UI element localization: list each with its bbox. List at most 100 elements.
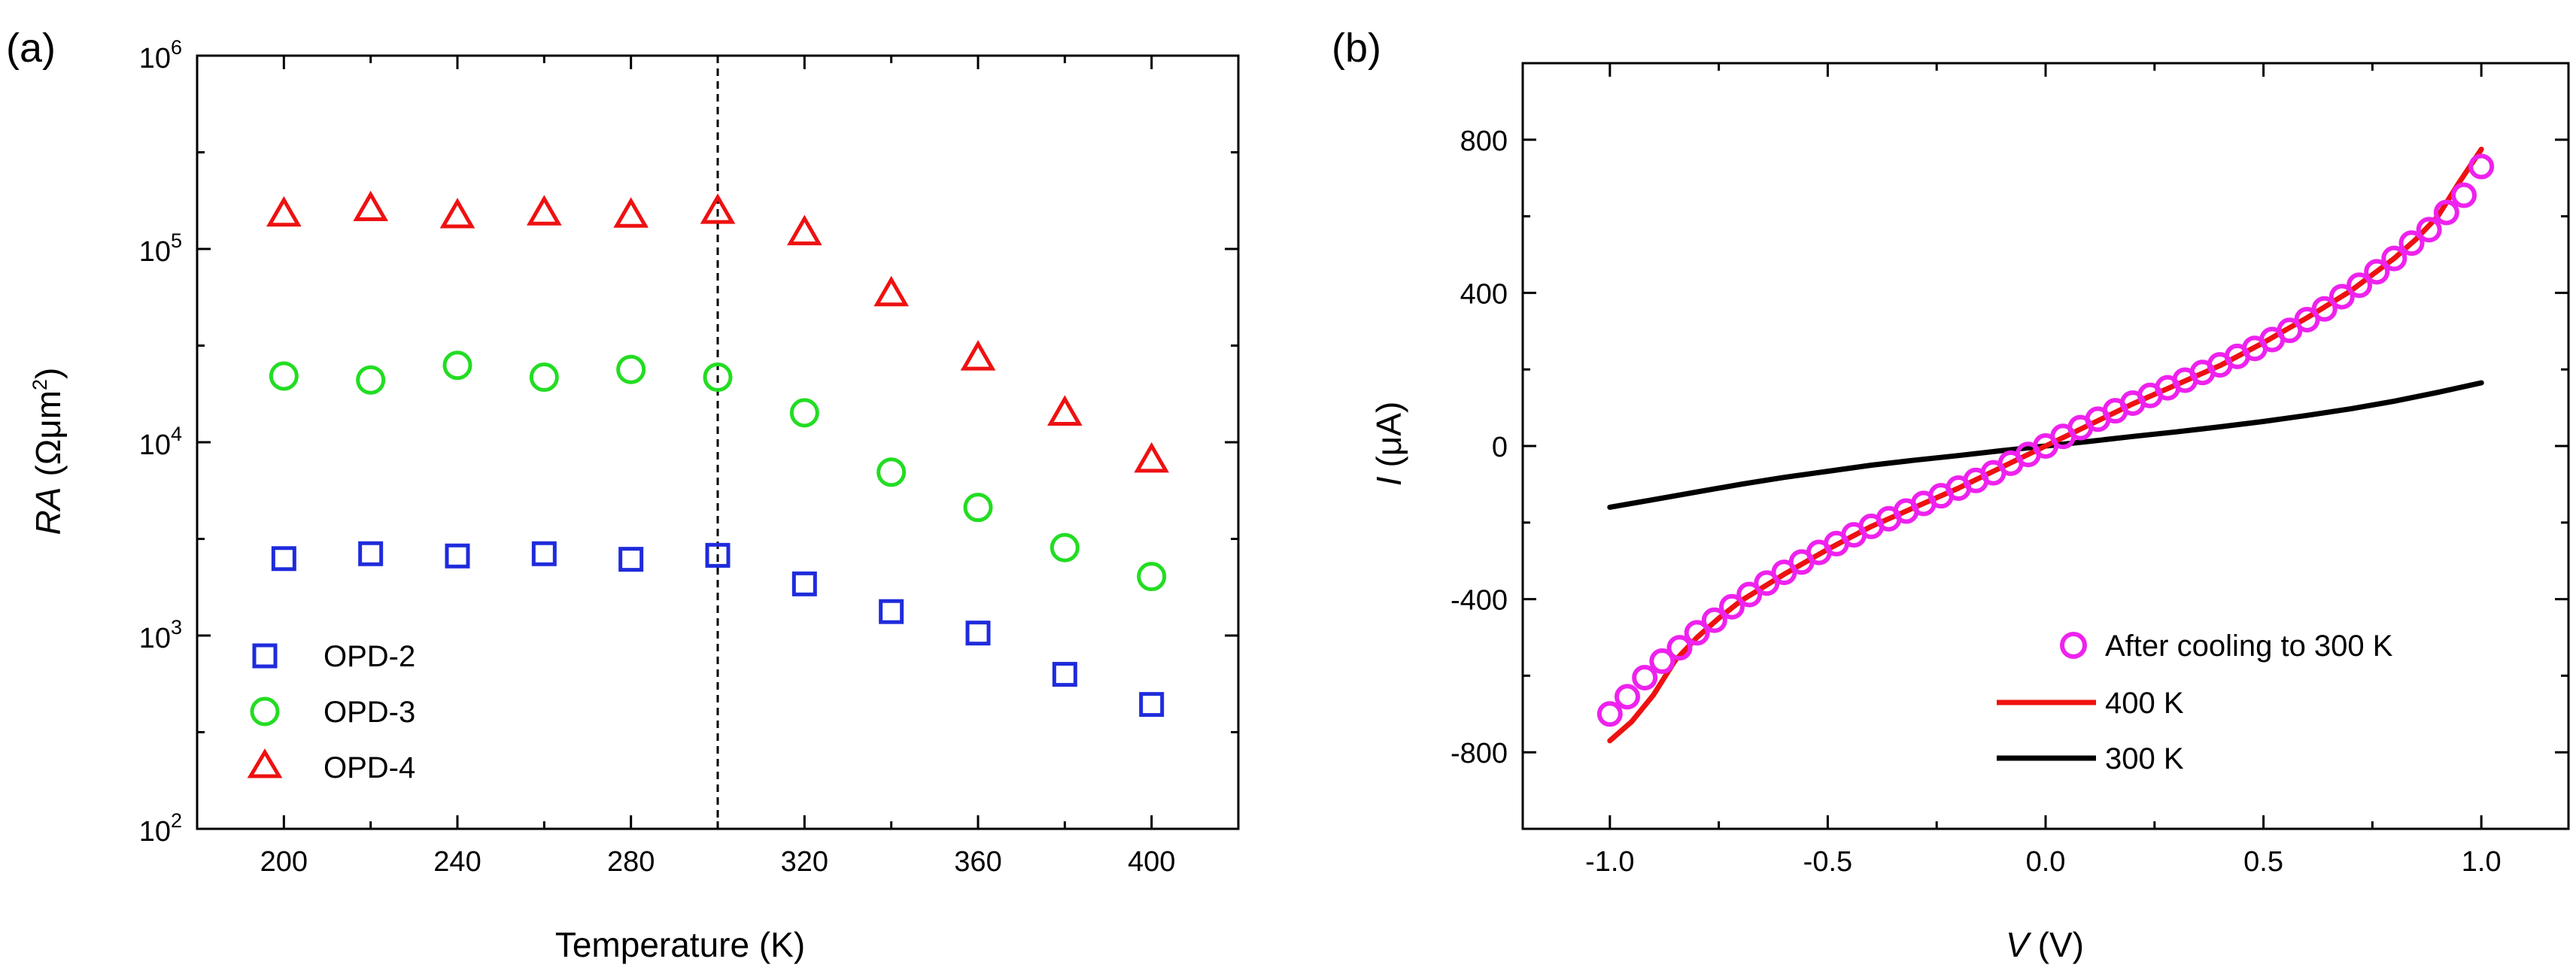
y-tick-base: 10 [139,236,171,268]
y-tick-label: 106 [139,36,182,74]
opd-3-point [789,398,819,428]
after-cooling-point [2433,199,2459,226]
y-tick-exponent: 5 [171,229,182,252]
opd-2-point [879,599,904,624]
opd-3-point [963,493,993,523]
opd-3-point [356,365,386,395]
panel-a-y-axis-symbol: RA [29,487,68,535]
opd-3-point [269,361,299,391]
legend-label-after-cooling: After cooling to 300 K [2105,630,2393,663]
panel-b-y-axis-unit: (μA) [1369,402,1408,468]
panel-a-x-axis-label: Temperature (K) [555,925,805,964]
opd-3-point [616,354,646,384]
panel-a-plot-frame [196,54,1240,830]
after-cooling-point [2381,245,2407,272]
panel-a-y-axis-unit-exp: 2 [29,379,51,390]
opd-4-point [353,190,388,222]
x-tick-label: 280 [607,846,655,878]
opd-3-point [703,363,733,393]
panel-a-label: (a) [6,26,56,71]
y-tick-exponent: 4 [171,423,182,445]
y-tick-label: 800 [1460,126,1508,157]
after-cooling-point [1649,648,1675,675]
panel-b-x-axis-symbol: V [2006,925,2032,964]
opd-2-point [445,543,470,569]
y-tick-label: 102 [139,809,182,848]
y-tick-exponent: 6 [171,36,182,59]
after-cooling-point [1719,593,1745,620]
y-tick-exponent: 2 [171,809,182,832]
opd-2-point [965,620,991,646]
panel-a-y-axis-unit-close: ) [29,368,68,379]
opd-4-point [527,195,562,226]
opd-4-point [613,197,649,228]
opd-4-point [1134,441,1169,473]
opd-4-point [787,214,822,246]
legend-label-opd-4: OPD-4 [324,751,415,784]
y-tick-base: 10 [139,43,171,74]
x-tick-label: 400 [1128,846,1175,878]
opd-4-point [700,193,736,224]
opd-2-point [618,547,644,572]
x-tick-label: 200 [260,846,308,878]
after-cooling-point [1596,701,1623,727]
after-cooling-point [2364,259,2390,285]
after-cooling-point [1684,620,1710,646]
opd-2-point [1052,662,1077,687]
x-tick-label: 1.0 [2462,846,2502,878]
after-cooling-point [1701,607,1727,633]
y-tick-label: 103 [139,616,182,654]
panel-a-points [266,190,1169,718]
opd-2-point [358,541,384,566]
panel-b-series [1596,147,2495,744]
legend-circle-marker [250,696,280,727]
panel-b-x-tick-labels: -1.0 -0.5 0.0 0.5 1.0 [1585,846,2501,878]
after-cooling-point [1666,635,1693,661]
x-tick-label: 0.5 [2243,846,2283,878]
panel-b-ticks [1523,63,2568,829]
panel-b-x-axis-label: V (V) [2006,925,2084,964]
panel-b-y-axis-symbol: I [1369,476,1408,486]
opd-3-point [1137,562,1167,592]
opd-4-point [266,196,302,227]
opd-2-point [705,542,731,568]
panel-b-plot-frame [1521,62,2570,830]
after-cooling-point [2468,153,2495,180]
after-cooling-point [2416,217,2442,243]
y-tick-base: 10 [139,623,171,654]
y-tick-label: 104 [139,423,182,461]
opd-2-point [271,546,296,572]
after-cooling-point [2311,296,2338,322]
x-tick-label: 360 [954,846,1001,878]
opd-4-point [439,197,475,229]
opd-3-point [876,457,907,487]
after-cooling-point [2328,284,2355,310]
x-tick-label: -1.0 [1585,846,1634,878]
legend-label-400k: 400 K [2105,687,2184,720]
panel-a-x-tick-labels: 200 240 280 320 360 400 [260,846,1176,878]
opd-3-point [529,363,559,393]
y-tick-label: -400 [1451,585,1508,617]
panel-a-y-axis-unit: (Ωμm [29,390,68,477]
legend-label-opd-2: OPD-2 [324,640,415,673]
legend-label-300k: 300 K [2105,742,2184,775]
x-tick-label: 0.0 [2026,846,2066,878]
y-tick-base: 10 [139,429,171,461]
y-tick-base: 10 [139,816,171,848]
panel-b-y-axis-label: I (μA) [1369,402,1408,487]
after-cooling-point [1615,684,1640,710]
panel-b-legend: After cooling to 300 K 400 K 300 K [1997,630,2393,775]
after-cooling-point [2398,230,2425,256]
legend-label-opd-3: OPD-3 [324,696,415,729]
legend-triangle-marker [247,748,283,778]
opd-3-point [442,350,472,381]
legend-square-marker [252,643,278,669]
x-tick-label: 320 [781,846,828,878]
opd-4-point [873,275,909,307]
panel-a-legend: OPD-2 OPD-3 OPD-4 [247,640,415,784]
after-cooling-point [2451,182,2477,208]
y-tick-label: -800 [1451,738,1508,769]
panel-b-label: (b) [1332,26,1381,71]
opd-4-point [960,340,996,371]
